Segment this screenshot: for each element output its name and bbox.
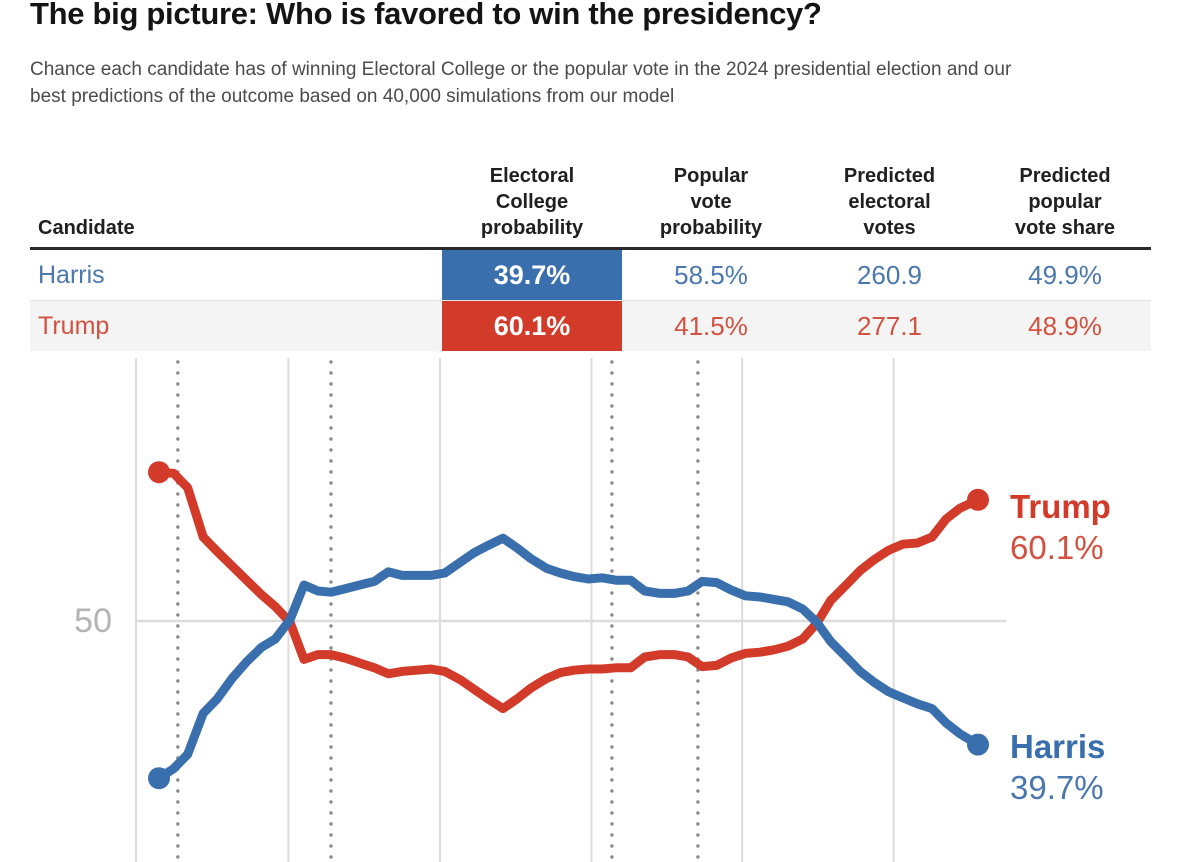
candidate-name-harris: Harris [38, 260, 105, 289]
trump-pv-share-value: 48.9% [1028, 310, 1102, 341]
column-header-ec-probability: Electoral College probability [480, 165, 584, 239]
trump-ec-probability-value: 60.1% [493, 310, 571, 341]
trump-start-dot [148, 461, 170, 484]
harris-ec-probability-value: 39.7% [493, 259, 571, 290]
harris-line-label: Harris 39.7% [1010, 726, 1105, 808]
subtitle-line-1: Chance each candidate has of winning Ele… [30, 59, 1012, 80]
ec-probability-chart [135, 358, 1007, 862]
harris-pv-share-value: 49.9% [1028, 259, 1102, 290]
table-row-trump: Trump 60.1% 41.5% 277.1 48.9% [30, 301, 1151, 351]
column-header-electoral-votes: Predicted electoral votes [843, 165, 936, 239]
forecast-table: Candidate Electoral College probability … [30, 142, 1151, 351]
trump-probability-line [154, 467, 983, 714]
row-divider [30, 300, 1151, 301]
column-header-pv-probability: Popular vote probability [659, 165, 763, 239]
harris-electoral-votes-value: 260.9 [856, 259, 923, 290]
table-header-row: Candidate Electoral College probability … [30, 142, 1151, 250]
harris-line-label-value: 39.7% [1010, 769, 1104, 806]
harris-start-dot [148, 767, 170, 790]
page-title: The big picture: Who is favored to win t… [30, 0, 822, 31]
trump-end-dot [967, 488, 989, 511]
column-header-candidate: Candidate [38, 217, 135, 239]
harris-probability-line [154, 533, 983, 783]
harris-ec-probability-cell: 39.7% [442, 250, 622, 300]
table-row-harris: Harris 39.7% 58.5% 260.9 49.9% [30, 250, 1151, 300]
trump-line-label: Trump 60.1% [1010, 486, 1111, 568]
trump-pv-probability-value: 41.5% [674, 310, 748, 341]
candidate-name-trump: Trump [38, 311, 110, 340]
y-axis-tick-50: 50 [74, 602, 112, 640]
trump-line-label-name: Trump [1010, 488, 1111, 525]
trump-electoral-votes-value: 277.1 [856, 310, 923, 341]
column-header-pv-share: Predicted popular vote share [1014, 165, 1116, 239]
page-subtitle: Chance each candidate has of winning Ele… [30, 56, 1011, 110]
subtitle-line-2: best predictions of the outcome based on… [30, 86, 675, 107]
harris-pv-probability-value: 58.5% [674, 259, 748, 290]
trump-line-label-value: 60.1% [1010, 529, 1104, 566]
harris-end-dot [967, 733, 989, 756]
harris-line-label-name: Harris [1010, 728, 1106, 765]
trump-ec-probability-cell: 60.1% [442, 301, 622, 351]
